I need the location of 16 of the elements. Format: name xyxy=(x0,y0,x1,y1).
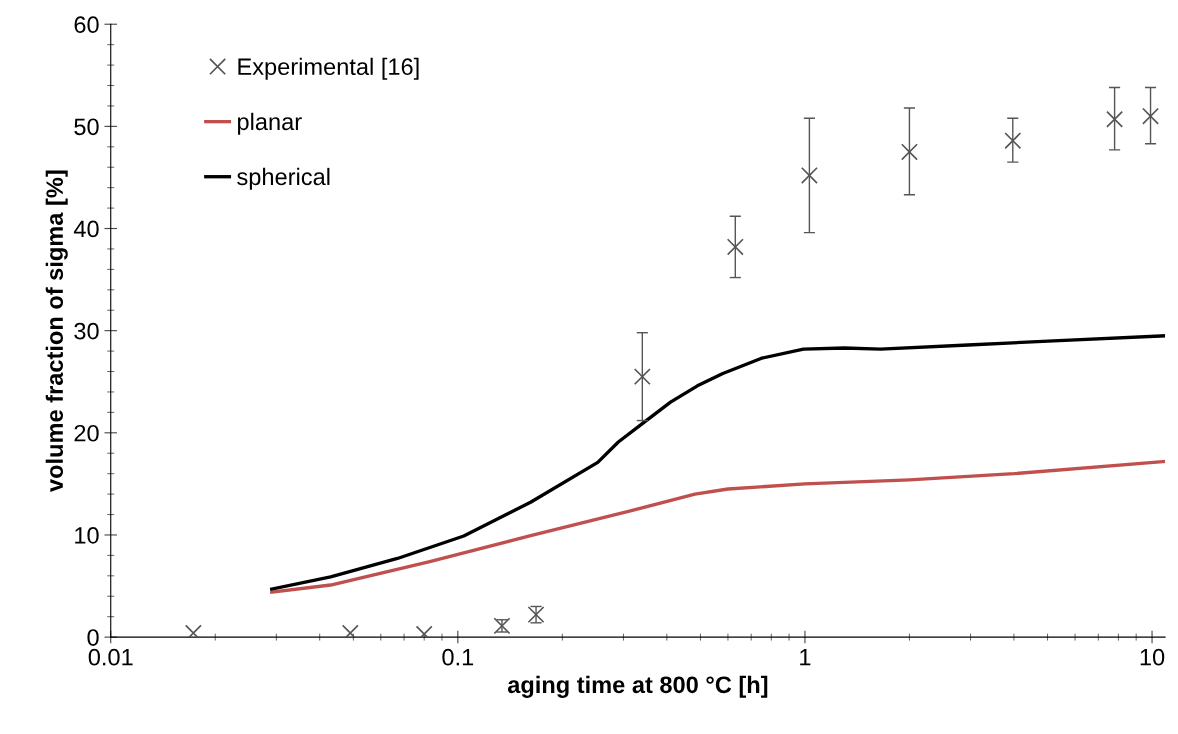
x-tick-label: 0.01 xyxy=(88,648,133,666)
legend-label: Experimental [16] xyxy=(238,57,419,80)
y-tick-label: 0 xyxy=(87,629,99,646)
y-tick-label: 40 xyxy=(73,220,99,238)
y-tick-label: 20 xyxy=(74,424,99,442)
legend-label: planar xyxy=(238,112,302,135)
legend-label: spherical xyxy=(237,167,330,190)
y-tick-label: 60 xyxy=(74,16,99,34)
y-tick-label: 50 xyxy=(74,118,99,136)
y-axis-title: volume fraction of sigma [%] xyxy=(45,170,68,492)
x-tick-label: 10 xyxy=(1140,648,1165,666)
x-tick-label: 1 xyxy=(800,649,811,666)
x-tick-label: 0.1 xyxy=(442,648,474,666)
x-axis-title: aging time at 800 °C [h] xyxy=(507,675,768,698)
y-tick-label: 30 xyxy=(74,322,99,340)
y-tick-label: 10 xyxy=(75,527,99,544)
